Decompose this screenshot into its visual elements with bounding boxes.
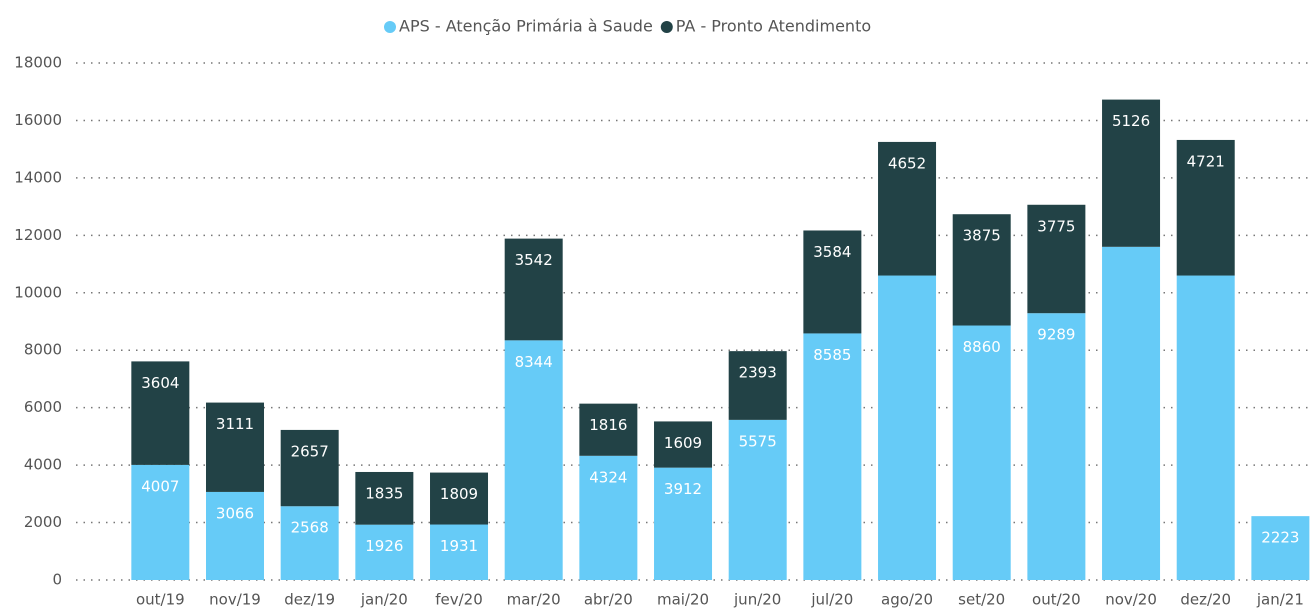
y-tick-label: 4000 <box>24 456 62 474</box>
y-tick-label: 0 <box>52 571 62 589</box>
data-label: 2223 <box>1261 529 1299 547</box>
bar-segment <box>952 214 1011 326</box>
bar-segment <box>803 333 862 580</box>
bar-segment <box>579 455 638 580</box>
data-label: 4721 <box>1187 152 1225 170</box>
x-tick-label: out/20 <box>1032 591 1081 609</box>
bar-segment <box>206 491 265 580</box>
x-tick-label: dez/19 <box>284 591 335 609</box>
bar-segment <box>131 361 190 465</box>
data-label: 3775 <box>1037 217 1075 235</box>
bar-segment <box>355 471 414 525</box>
x-tick-label: ago/20 <box>881 591 933 609</box>
y-tick-label: 8000 <box>24 341 62 359</box>
bar-segment <box>878 275 937 580</box>
bar-segment <box>803 230 862 334</box>
bar-segment <box>878 141 937 276</box>
x-tick-label: jun/20 <box>733 591 781 609</box>
bar-segment <box>206 402 265 492</box>
data-label: 8344 <box>515 353 553 371</box>
data-label: 4652 <box>888 154 926 172</box>
data-label: 1816 <box>589 416 627 434</box>
x-tick-label: fev/20 <box>435 591 483 609</box>
data-label: 2393 <box>739 364 777 382</box>
data-label: 9289 <box>1037 326 1075 344</box>
data-label: 3912 <box>664 480 702 498</box>
bar-segment <box>654 421 713 468</box>
x-tick-label: mar/20 <box>507 591 561 609</box>
bar-segment <box>1102 99 1161 247</box>
x-tick-label: set/20 <box>958 591 1005 609</box>
bar-segment <box>280 429 339 507</box>
data-label: 2568 <box>291 519 329 537</box>
bar-segment <box>728 351 787 420</box>
bar-segment <box>728 419 787 580</box>
data-label: 5575 <box>739 432 777 450</box>
x-tick-label: abr/20 <box>584 591 633 609</box>
y-tick-label: 2000 <box>24 513 62 531</box>
data-label: 1809 <box>440 485 478 503</box>
x-tick-label: jan/21 <box>1256 591 1304 609</box>
x-tick-label: jan/20 <box>360 591 408 609</box>
bar-segment <box>1027 313 1086 580</box>
legend-label: PA - Pronto Atendimento <box>676 17 871 36</box>
data-label: 3584 <box>813 243 851 261</box>
y-tick-label: 10000 <box>14 283 62 301</box>
data-label: 3066 <box>216 504 254 522</box>
bar-segment <box>579 403 638 456</box>
bar-segment <box>355 524 414 580</box>
x-tick-label: mai/20 <box>657 591 709 609</box>
data-label: 8585 <box>813 346 851 364</box>
legend-label: APS - Atenção Primária à Saude <box>399 17 653 36</box>
y-tick-label: 12000 <box>14 226 62 244</box>
data-label: 8860 <box>963 338 1001 356</box>
bar-segment <box>504 340 563 580</box>
legend-marker <box>384 21 396 33</box>
data-label: 1609 <box>664 434 702 452</box>
bar-segment <box>430 472 489 525</box>
data-label: 3542 <box>515 251 553 269</box>
data-label: 3111 <box>216 415 254 433</box>
x-tick-label: out/19 <box>136 591 185 609</box>
y-tick-label: 16000 <box>14 111 62 129</box>
y-tick-label: 6000 <box>24 398 62 416</box>
data-label: 1926 <box>365 537 403 555</box>
bar-segment <box>1176 275 1235 580</box>
data-label: 1835 <box>365 484 403 502</box>
x-tick-label: dez/20 <box>1180 591 1231 609</box>
data-label: 3875 <box>963 227 1001 245</box>
data-label: 5126 <box>1112 112 1150 130</box>
x-tick-label: jul/20 <box>810 591 853 609</box>
y-tick-label: 18000 <box>14 54 62 72</box>
bar-segment <box>280 506 339 580</box>
x-tick-label: nov/19 <box>209 591 261 609</box>
bar-segment <box>131 464 190 580</box>
bar-segment <box>1027 204 1086 314</box>
data-label: 1931 <box>440 537 478 555</box>
bar-segment <box>430 524 489 580</box>
legend-marker <box>660 21 673 33</box>
data-label: 4324 <box>589 468 627 486</box>
bar-segment <box>504 238 563 341</box>
data-label: 2657 <box>291 442 329 460</box>
bar-segment <box>952 325 1011 580</box>
y-tick-label: 14000 <box>14 168 62 186</box>
bar-segment <box>1176 139 1235 276</box>
bar-segment <box>1102 246 1161 581</box>
bar-segment <box>1251 516 1310 580</box>
data-label: 3604 <box>141 374 179 392</box>
x-tick-label: nov/20 <box>1105 591 1157 609</box>
data-label: 4007 <box>141 477 179 495</box>
bar-segment <box>654 467 713 580</box>
